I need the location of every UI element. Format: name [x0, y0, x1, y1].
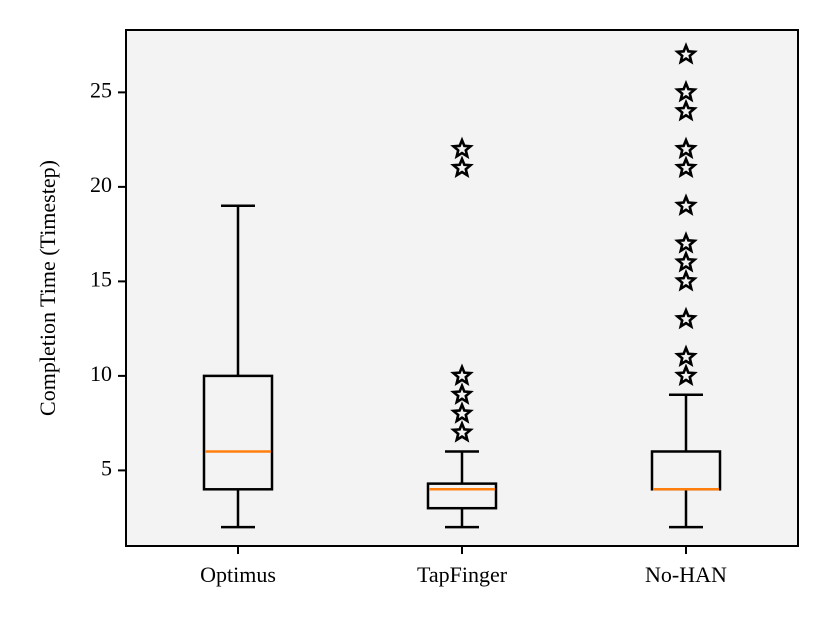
boxes-layer: [202, 204, 722, 529]
outlier-star-icon: [450, 136, 474, 160]
outlier-star-icon: [450, 155, 474, 179]
outlier-star-icon: [450, 382, 474, 405]
y-axis: 5 10 15 20 25: [90, 77, 126, 480]
outlier-star-icon: [674, 136, 698, 160]
outlier-star-icon: [450, 401, 474, 424]
outlier-star-icon: [450, 363, 474, 386]
y-tick-label: 5: [101, 455, 112, 480]
outlier-star-icon: [674, 306, 698, 330]
outlier-star-icon: [674, 42, 698, 65]
box-no-han: [650, 393, 722, 529]
outlier-star-icon: [674, 193, 698, 216]
y-tick-label: 10: [90, 361, 112, 386]
iqr-box: [426, 482, 498, 510]
y-tick-label: 25: [90, 77, 112, 102]
fliers-layer: [450, 42, 698, 443]
outlier-star-icon: [674, 268, 698, 292]
outlier-star-icon: [674, 250, 698, 273]
outlier-star-icon: [450, 420, 474, 443]
box-tapfinger: [426, 450, 498, 529]
x-tick-label: Optimus: [200, 562, 276, 587]
x-axis: Optimus TapFinger No-HAN: [200, 546, 727, 587]
iqr-box: [202, 374, 274, 491]
outlier-star-icon: [674, 98, 698, 122]
x-tick-label: No-HAN: [645, 562, 727, 587]
box-optimus: [202, 204, 274, 529]
x-tick-label: TapFinger: [417, 562, 508, 587]
outlier-star-icon: [674, 79, 698, 103]
y-tick-label: 15: [90, 266, 112, 291]
outlier-star-icon: [674, 363, 698, 386]
outlier-star-icon: [674, 344, 698, 368]
y-tick-label: 20: [90, 172, 112, 197]
outlier-star-icon: [674, 231, 698, 254]
outlier-star-icon: [674, 155, 698, 179]
y-axis-label: Completion Time (Timestep): [35, 160, 60, 416]
